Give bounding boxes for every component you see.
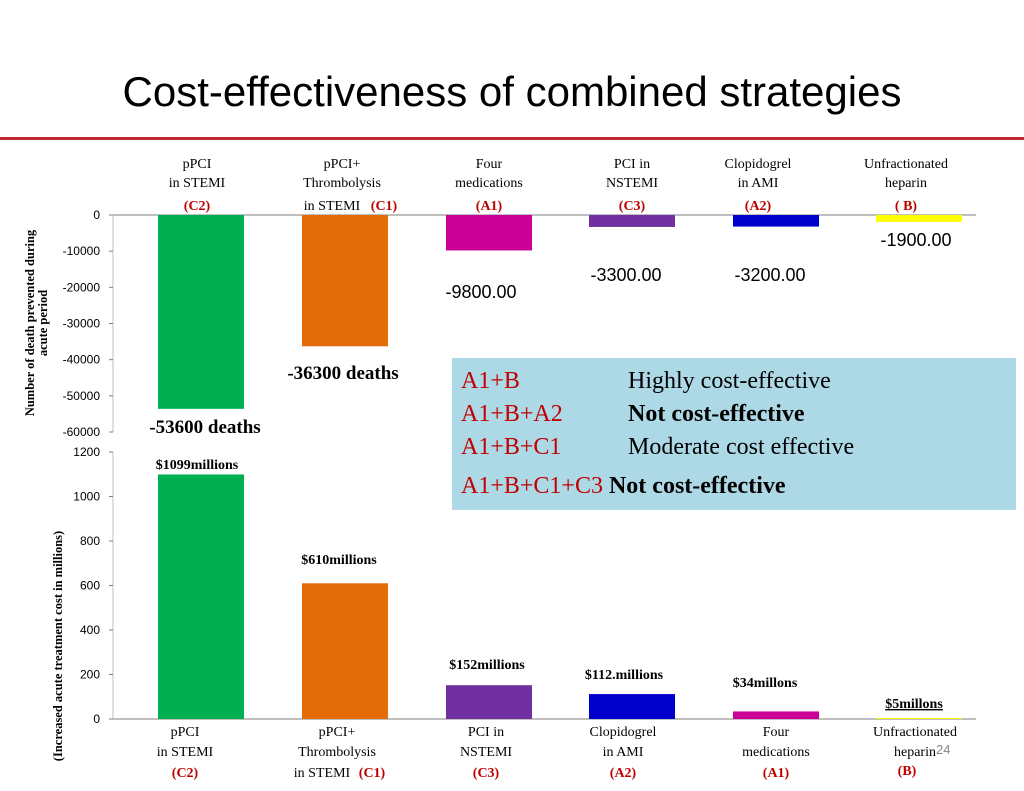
category-label: medications (742, 745, 810, 760)
data-label: -3300.00 (590, 265, 661, 285)
data-label: $34millons (733, 676, 798, 691)
category-label: in STEMI (294, 766, 351, 781)
data-label: -1900.00 (880, 230, 951, 250)
bar (876, 717, 962, 719)
category-label: Four (763, 725, 790, 740)
y-tick-label: 200 (80, 668, 100, 682)
y-tick-label: -20000 (63, 280, 101, 294)
cost-effectiveness-legend: A1+B Highly cost-effective A1+B+A2 Not c… (452, 358, 1016, 510)
page-number: 24 (936, 742, 951, 757)
category-code: (C3) (473, 766, 500, 781)
category-code: (A1) (476, 199, 503, 214)
bar (733, 711, 819, 719)
category-label: heparin (894, 745, 936, 760)
y-tick-label: 600 (80, 579, 100, 593)
category-label: pPCI+ (319, 725, 356, 740)
legend-row: A1+B+A2 Not cost-effective (461, 401, 1016, 434)
data-label: $5millons (885, 697, 943, 712)
legend-description: Highly cost-effective (628, 368, 831, 394)
legend-row: A1+B+C1 Moderate cost effective (461, 434, 1016, 467)
category-label: pPCI (171, 725, 200, 740)
category-label: NSTEMI (606, 176, 658, 191)
bar (589, 694, 675, 719)
data-label: $112.millions (585, 668, 664, 683)
y-tick-label: -40000 (63, 353, 101, 367)
data-label: -36300 deaths (287, 363, 398, 384)
legend-description: Not cost-effective (628, 401, 805, 427)
legend-description: Moderate cost effective (628, 434, 855, 460)
y-axis-title-line: Number of death prevented during (23, 229, 37, 416)
y-axis-title: (Increased acute treatment cost in milli… (51, 531, 65, 761)
category-code: (C3) (619, 199, 646, 214)
y-tick-label: -30000 (63, 317, 101, 331)
data-label: $610millions (301, 553, 377, 568)
y-tick-label: 0 (93, 208, 100, 222)
category-label: pPCI+ (324, 157, 361, 172)
category-label: medications (455, 176, 523, 191)
bar (876, 215, 962, 222)
legend-code: A1+B+A2 (461, 401, 563, 427)
category-label: Clopidogrel (725, 157, 792, 172)
category-label: Clopidogrel (590, 725, 657, 740)
category-label: in STEMI (157, 745, 214, 760)
legend-code: A1+B+C1 (461, 434, 562, 460)
legend-row: A1+B+C1+C3 Not cost-effective (461, 473, 1016, 506)
bar (589, 215, 675, 227)
data-label: -3200.00 (734, 265, 805, 285)
legend-row: A1+B Highly cost-effective (461, 368, 1016, 401)
y-tick-label: 0 (93, 712, 100, 726)
category-label: PCI in (468, 725, 504, 740)
category-label: Thrombolysis (303, 176, 381, 191)
category-label: Unfractionated (873, 725, 957, 740)
bar (158, 215, 244, 409)
category-code: (C1) (371, 199, 398, 214)
category-label: in STEMI (169, 176, 226, 191)
category-label: Thrombolysis (298, 745, 376, 760)
y-tick-label: -60000 (63, 425, 101, 439)
data-label: $1099millions (156, 458, 239, 473)
bar (446, 215, 532, 251)
y-tick-label: 800 (80, 534, 100, 548)
legend-code: A1+B (461, 368, 520, 394)
category-code: (A2) (610, 766, 637, 781)
category-label: in AMI (603, 745, 644, 760)
category-label: NSTEMI (460, 745, 512, 760)
y-tick-label: 1200 (73, 445, 100, 459)
y-tick-label: -50000 (63, 389, 101, 403)
category-code: (A2) (745, 199, 772, 214)
category-label: PCI in (614, 157, 650, 172)
category-label: in AMI (738, 176, 779, 191)
category-code: (B) (898, 764, 917, 779)
category-code: ( B) (895, 199, 918, 214)
data-label: $152millions (449, 658, 525, 673)
y-tick-label: -10000 (63, 244, 101, 258)
category-label: pPCI (183, 157, 212, 172)
data-label: -9800.00 (445, 282, 516, 302)
category-code: (C1) (359, 766, 386, 781)
category-code: (A1) (763, 766, 790, 781)
y-axis-title: Number of death prevented duringacute pe… (23, 229, 50, 416)
slide-title: Cost-effectiveness of combined strategie… (122, 68, 902, 115)
bar (446, 685, 532, 719)
data-label: -53600 deaths (149, 417, 260, 438)
category-label: Unfractionated (864, 157, 948, 172)
bar (158, 474, 244, 719)
bar (302, 583, 388, 719)
category-code: (C2) (172, 766, 199, 781)
bar (733, 215, 819, 227)
legend-code: A1+B+C1+C3 (461, 473, 603, 499)
category-label: Four (476, 157, 503, 172)
title-divider (0, 137, 1024, 140)
legend-description: Not cost-effective (608, 473, 786, 499)
y-tick-label: 1000 (73, 490, 100, 504)
category-label: in STEMI (304, 199, 361, 214)
y-axis-title-line: acute period (36, 290, 50, 356)
category-label: heparin (885, 176, 927, 191)
category-code: (C2) (184, 199, 211, 214)
y-tick-label: 400 (80, 623, 100, 637)
bar (302, 215, 388, 347)
